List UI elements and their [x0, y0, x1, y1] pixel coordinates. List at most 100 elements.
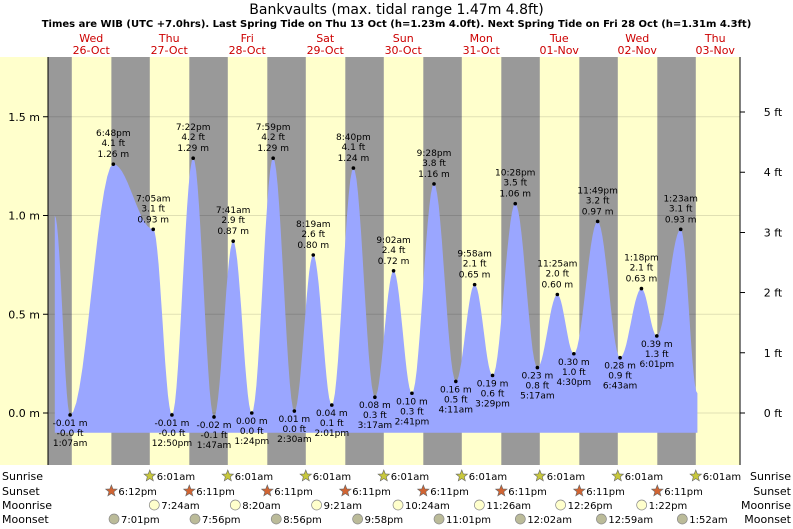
- day-header-weekday: Tue: [549, 32, 569, 45]
- low-tide-time: 6:43am: [603, 382, 638, 392]
- day-header-date: 02-Nov: [618, 44, 658, 57]
- high-tide-time: 7:05am: [136, 194, 171, 204]
- left-axis-tick-label: 0.0 m: [8, 407, 40, 420]
- low-tide-height-ft: -0.0 ft: [158, 429, 185, 439]
- low-tide-marker: [212, 415, 216, 419]
- left-axis-tick-label: 1.0 m: [8, 210, 40, 223]
- row-label-left: Sunrise: [2, 470, 43, 483]
- low-tide-time: 3:29pm: [475, 399, 510, 409]
- y-axis-right: 5 ft 4 ft 3 ft 2 ft 1 ft 0 ft: [739, 57, 793, 465]
- day-header-date: 03-Nov: [696, 44, 736, 57]
- low-tide-height-m: 0.19 m: [477, 379, 509, 389]
- low-tide-height-ft: 1.0 ft: [562, 368, 586, 378]
- day-header-date: 28-Oct: [229, 44, 267, 57]
- low-tide-height-m: -0.01 m: [154, 419, 189, 429]
- low-tide-height-ft: 0.0 ft: [240, 427, 264, 437]
- moonrise-moon-icon: [311, 499, 322, 511]
- high-tide-time: 1:18pm: [624, 254, 659, 264]
- day-header-date: 31-Oct: [463, 44, 501, 57]
- high-tide-height-m: 1.29 m: [177, 144, 209, 154]
- high-tide-time: 8:40pm: [336, 133, 371, 143]
- high-tide-marker: [678, 227, 683, 232]
- low-tide-time: 6:01pm: [639, 360, 674, 370]
- high-tide-time: 7:41am: [216, 206, 251, 216]
- low-tide-height-m: -0.02 m: [197, 421, 232, 431]
- high-tide-height-ft: 2.4 ft: [382, 246, 406, 256]
- high-tide-height-m: 1.06 m: [499, 190, 531, 200]
- moonset-time: 7:56pm: [202, 515, 241, 525]
- moonrise-time: 12:26pm: [568, 501, 613, 512]
- high-tide-height-ft: 2.0 ft: [545, 270, 569, 280]
- low-tide-height-ft: 0.3 ft: [400, 407, 424, 417]
- left-axis-panel: [0, 57, 48, 465]
- low-tide-time: 3:17am: [358, 421, 393, 431]
- high-tide-time: 7:59pm: [256, 123, 291, 133]
- high-tide-marker: [311, 253, 316, 257]
- high-tide-height-ft: 4.2 ft: [261, 133, 285, 143]
- moonset-moon-icon: [108, 513, 120, 525]
- sunset-star-icon: [260, 484, 274, 497]
- low-tide-height-m: 0.08 m: [359, 401, 391, 411]
- right-axis-panel: [740, 57, 793, 465]
- low-tide-height-m: 0.01 m: [279, 415, 311, 425]
- moonrise-time: 1:22pm: [649, 501, 688, 512]
- day-header-date: 27-Oct: [151, 44, 189, 57]
- moonset-moon-icon: [514, 513, 526, 525]
- day-header-weekday: Sun: [393, 32, 414, 45]
- row-label-right: Moonset: [744, 513, 791, 525]
- high-tide-marker: [231, 239, 235, 243]
- low-tide-marker: [170, 413, 174, 417]
- moonset-time: 9:58pm: [365, 515, 404, 525]
- low-tide-height-m: 0.00 m: [236, 417, 268, 427]
- sunset-star-icon: [338, 484, 352, 497]
- day-header-weekday: Thu: [158, 32, 180, 45]
- low-tide-marker: [410, 391, 414, 396]
- high-tide-height-ft: 4.1 ft: [101, 139, 125, 149]
- low-tide-height-m: 0.10 m: [396, 397, 428, 407]
- moonset-time: 11:01pm: [446, 515, 491, 525]
- right-axis-tick-label: 2 ft: [764, 287, 783, 300]
- high-tide-marker: [111, 162, 116, 166]
- sunrise-time: 6:01am: [313, 472, 351, 483]
- sunset-time: 6:11pm: [430, 487, 469, 498]
- sunrise-time: 6:01am: [157, 472, 195, 483]
- moonset-moon-icon: [596, 513, 607, 525]
- sunrise-star-icon: [143, 469, 157, 482]
- low-tide-height-ft: 1.3 ft: [645, 350, 669, 360]
- high-tide-height-m: 0.72 m: [378, 257, 410, 267]
- low-tide-height-ft: 0.3 ft: [363, 411, 387, 421]
- moonrise-moon-icon: [392, 499, 404, 511]
- moonrise-moon-icon: [555, 499, 566, 511]
- sunrise-time: 6:01am: [391, 472, 429, 483]
- moonset-time: 7:01pm: [121, 515, 160, 525]
- low-tide-height-ft: -0.0 ft: [57, 429, 84, 439]
- high-tide-marker: [151, 227, 156, 232]
- low-tide-time: 2:30am: [277, 435, 312, 445]
- low-tide-height-ft: 0.1 ft: [320, 419, 344, 429]
- high-tide-time: 9:28pm: [417, 149, 452, 159]
- high-tide-height-m: 0.63 m: [626, 275, 658, 285]
- sunset-star-icon: [416, 484, 430, 497]
- high-tide-time: 11:25am: [537, 260, 577, 270]
- high-tide-marker: [595, 219, 600, 224]
- high-tide-height-ft: 2.9 ft: [221, 216, 245, 226]
- high-tide-height-m: 1.26 m: [97, 150, 129, 160]
- high-tide-marker: [191, 156, 195, 161]
- low-tide-time: 1:07am: [53, 439, 88, 449]
- high-tide-marker: [513, 201, 518, 206]
- row-label-left: Sunset: [2, 485, 40, 498]
- high-tide-height-ft: 3.2 ft: [586, 196, 610, 206]
- sunrise-time: 6:01am: [469, 472, 507, 483]
- low-tide-marker: [373, 395, 377, 400]
- sunrise-time: 6:01am: [625, 472, 663, 483]
- high-tide-height-ft: 2.6 ft: [301, 230, 325, 240]
- sunset-star-icon: [104, 484, 118, 497]
- high-tide-marker: [555, 292, 560, 297]
- high-tide-height-ft: 3.8 ft: [422, 159, 446, 169]
- low-tide-time: 4:11am: [439, 405, 474, 415]
- low-tide-marker: [68, 413, 72, 417]
- high-tide-height-ft: 4.2 ft: [181, 133, 205, 143]
- moonset-time: 1:52am: [689, 515, 727, 525]
